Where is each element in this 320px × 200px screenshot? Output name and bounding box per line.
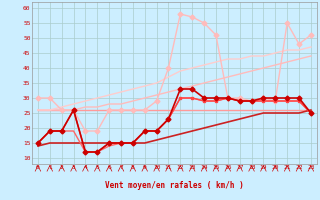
X-axis label: Vent moyen/en rafales ( km/h ): Vent moyen/en rafales ( km/h ) (105, 182, 244, 190)
